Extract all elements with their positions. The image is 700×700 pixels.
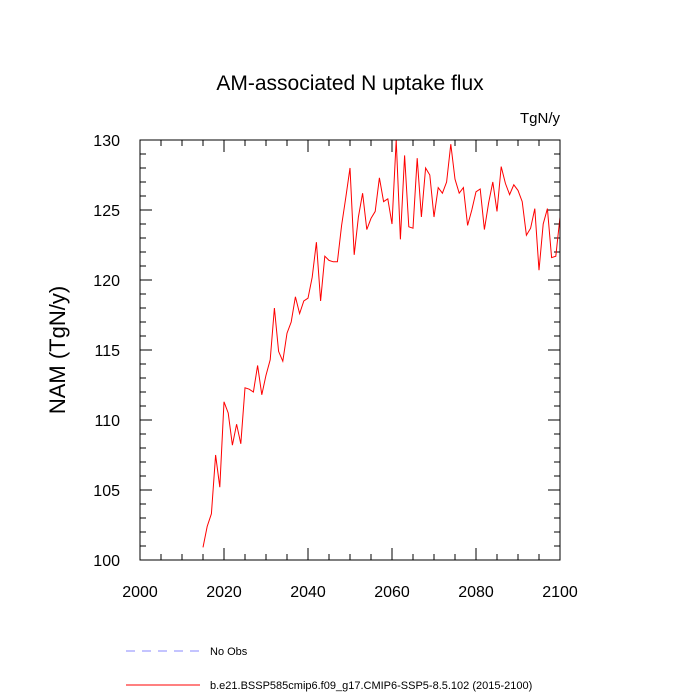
y-tick-label: 105 xyxy=(93,483,120,500)
y-tick-label: 130 xyxy=(93,133,120,150)
y-tick-label: 125 xyxy=(93,203,120,220)
x-tick-label: 2040 xyxy=(290,584,326,601)
plot-frame xyxy=(139,139,561,561)
units-label: TgN/y xyxy=(520,110,561,127)
y-tick-label: 100 xyxy=(93,553,120,570)
x-tick-label: 2060 xyxy=(374,584,410,601)
legend: No Obs b.e21.BSSP585cmip6.f09_g17.CMIP6-… xyxy=(126,646,532,692)
series-group xyxy=(202,139,561,548)
series-line-0 xyxy=(202,139,561,548)
y-tick-labels: 100 105 110 115 120 125 130 xyxy=(93,133,120,570)
x-tick-label: 2000 xyxy=(122,584,158,601)
y-axis-label: NAM (TgN/y) xyxy=(45,286,70,414)
x-tick-label: 2100 xyxy=(542,584,578,601)
x-tick-label: 2020 xyxy=(206,584,242,601)
x-tick-labels: 2000 2020 2040 2060 2080 2100 xyxy=(122,584,578,601)
axis-ticks xyxy=(139,139,561,561)
x-tick-label: 2080 xyxy=(458,584,494,601)
y-tick-label: 110 xyxy=(94,413,120,430)
legend-label-no-obs: No Obs xyxy=(210,646,248,658)
chart-title: AM-associated N uptake flux xyxy=(216,72,484,95)
legend-label-model: b.e21.BSSP585cmip6.f09_g17.CMIP6-SSP5-8.… xyxy=(210,680,532,692)
y-tick-label: 120 xyxy=(93,273,120,290)
y-tick-label: 115 xyxy=(94,343,120,360)
